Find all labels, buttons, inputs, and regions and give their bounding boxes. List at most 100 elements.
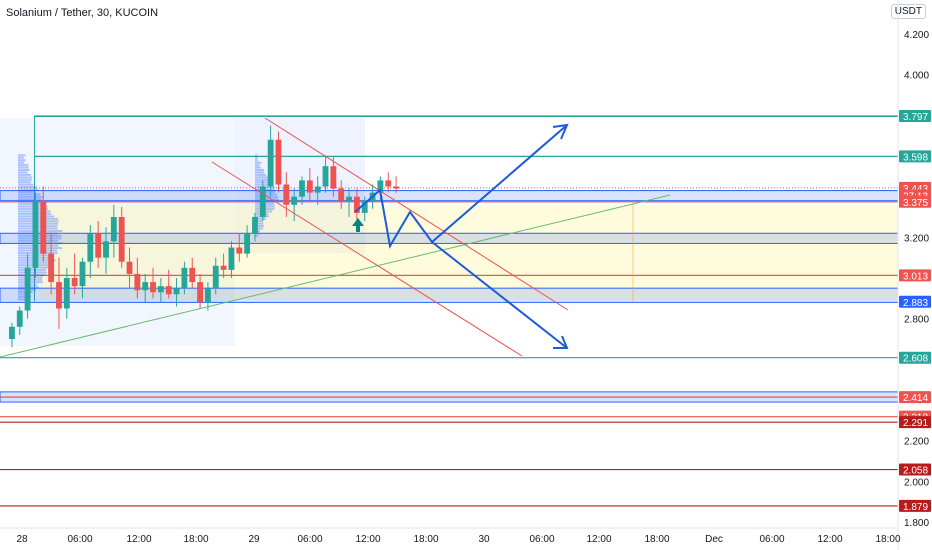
price-label-11: 2.058 [903,466,928,477]
profile-bar [18,198,42,200]
candle-body [72,278,78,286]
candle-body [385,180,391,186]
candle-body [393,187,399,189]
candle-body [119,217,125,262]
profile-bar [18,167,29,169]
candle-body [252,217,258,233]
y-tick-label-3: 2.800 [904,315,929,326]
profile-bar [18,247,62,249]
profile-bar [255,171,264,173]
profile-bar [255,162,261,164]
profile-bar [18,176,32,178]
x-tick-label-8: 30 [478,534,490,545]
profile-bar [18,230,62,232]
candle-body [111,217,117,241]
profile-bar [255,179,268,181]
profile-bar [18,184,33,186]
profile-bar [255,154,257,156]
candle-body [205,288,211,302]
zone-0 [0,191,898,201]
x-tick-label-1: 06:00 [67,534,92,545]
price-label-1: 3.598 [903,152,928,163]
candle-body [268,140,274,187]
profile-bar [18,189,38,191]
x-tick-label-10: 12:00 [586,534,611,545]
price-label-7: 2.608 [903,354,928,365]
price-label-4: 3.375 [903,198,928,209]
candle-body [95,233,101,257]
price-label-10: 2.291 [903,418,928,429]
x-tick-label-12: Dec [705,534,723,545]
x-tick-label-0: 28 [16,534,28,545]
profile-bar [255,159,258,161]
candle-body [33,201,39,268]
candle-body [80,262,86,286]
profile-bar [18,186,37,188]
zone-2 [0,288,898,302]
price-label-0: 3.797 [903,112,928,123]
x-tick-label-14: 12:00 [817,534,842,545]
x-tick-label-6: 12:00 [355,534,380,545]
x-tick-label-3: 18:00 [183,534,208,545]
profile-bar [18,162,24,164]
profile-bar [255,164,259,166]
x-tick-label-13: 06:00 [759,534,784,545]
candle-body [17,311,23,327]
price-axis: 4.200 4.000 3.200 2.800 2.200 2.000 1.800 3.797… [898,0,931,550]
profile-bar [18,164,28,166]
profile-bar [18,237,61,239]
candle-body [315,187,321,193]
candle-body [174,288,180,294]
price-label-8: 2.414 [903,393,928,404]
profile-bar [18,196,43,198]
candle-body [299,180,305,196]
profile-bar [18,159,26,161]
profile-bar [255,174,266,176]
x-tick-label-9: 06:00 [529,534,554,545]
price-label-6: 2.883 [903,298,928,309]
background-layer [0,116,898,346]
candle-body [236,248,242,254]
candle-body [197,282,203,302]
profile-bar [18,157,24,159]
profile-bar [18,242,63,244]
candle-body [276,140,282,185]
profile-bar [18,179,32,181]
y-tick-label-6: 1.800 [904,518,929,529]
profile-bar [18,271,47,273]
profile-bar [18,274,45,276]
candle-body [283,184,289,204]
candle-body [166,286,172,294]
price-label-12: 1.879 [903,502,928,513]
candle-body [87,233,93,261]
y-tick-label-1: 4.000 [904,71,929,82]
x-tick-label-4: 29 [248,534,260,545]
profile-bar [18,193,41,195]
candle-body [291,197,297,205]
x-tick-label-15: 18:00 [875,534,900,545]
profile-bar [18,235,62,237]
candle-body [56,282,62,308]
x-tick-label-5: 06:00 [297,534,322,545]
candle-body [323,166,329,186]
candle-body [338,189,344,201]
profile-bar [18,181,31,183]
candle-body [40,201,46,254]
candle-body [181,268,187,288]
x-tick-label-2: 12:00 [126,534,151,545]
profile-bar [18,203,44,205]
candle-body [260,187,266,218]
profile-bar [255,169,264,171]
candle-body [346,197,352,201]
profile-bar [18,154,26,156]
y-tick-label-5: 2.000 [904,477,929,488]
candle-body [48,254,54,282]
time-axis: 28 06:00 12:00 18:00 29 06:00 12:00 18:00 30 06:0… [0,528,901,545]
profile-bar [18,174,31,176]
profile-bar [18,171,28,173]
candle-body [229,248,235,270]
candle-body [9,327,15,339]
candle-body [158,286,164,292]
candle-body [244,233,250,253]
